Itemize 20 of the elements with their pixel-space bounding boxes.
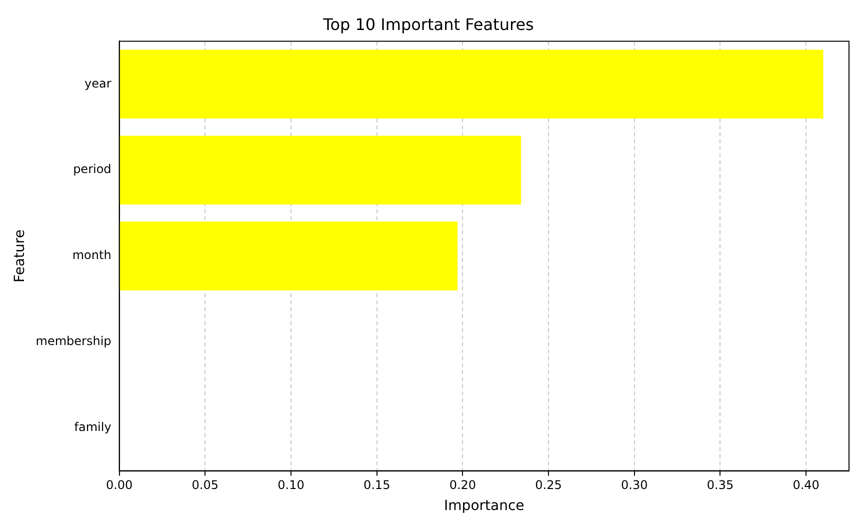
x-tick-label: 0.20 — [449, 478, 476, 492]
x-tick-label: 0.10 — [278, 478, 304, 492]
x-tick-label: 0.25 — [535, 478, 562, 492]
x-tick-label: 0.15 — [363, 478, 390, 492]
y-tick-label: family — [74, 420, 112, 434]
bar — [120, 222, 458, 290]
y-tick-label: year — [84, 76, 112, 90]
x-tick-label: 0.00 — [106, 478, 133, 492]
bar — [120, 50, 824, 119]
bar — [120, 136, 522, 204]
chart-title: Top 10 Important Features — [322, 14, 534, 34]
y-tick-label: month — [72, 248, 112, 262]
x-tick-label: 0.30 — [621, 478, 648, 492]
x-axis-title: Importance — [444, 498, 524, 514]
y-tick-label: period — [73, 162, 112, 176]
y-axis-title: Feature — [12, 230, 28, 282]
x-tick-label: 0.05 — [192, 478, 219, 492]
x-tick-label: 0.35 — [706, 478, 734, 492]
y-tick-label: membership — [36, 334, 112, 348]
x-tick-label: 0.40 — [792, 478, 820, 492]
